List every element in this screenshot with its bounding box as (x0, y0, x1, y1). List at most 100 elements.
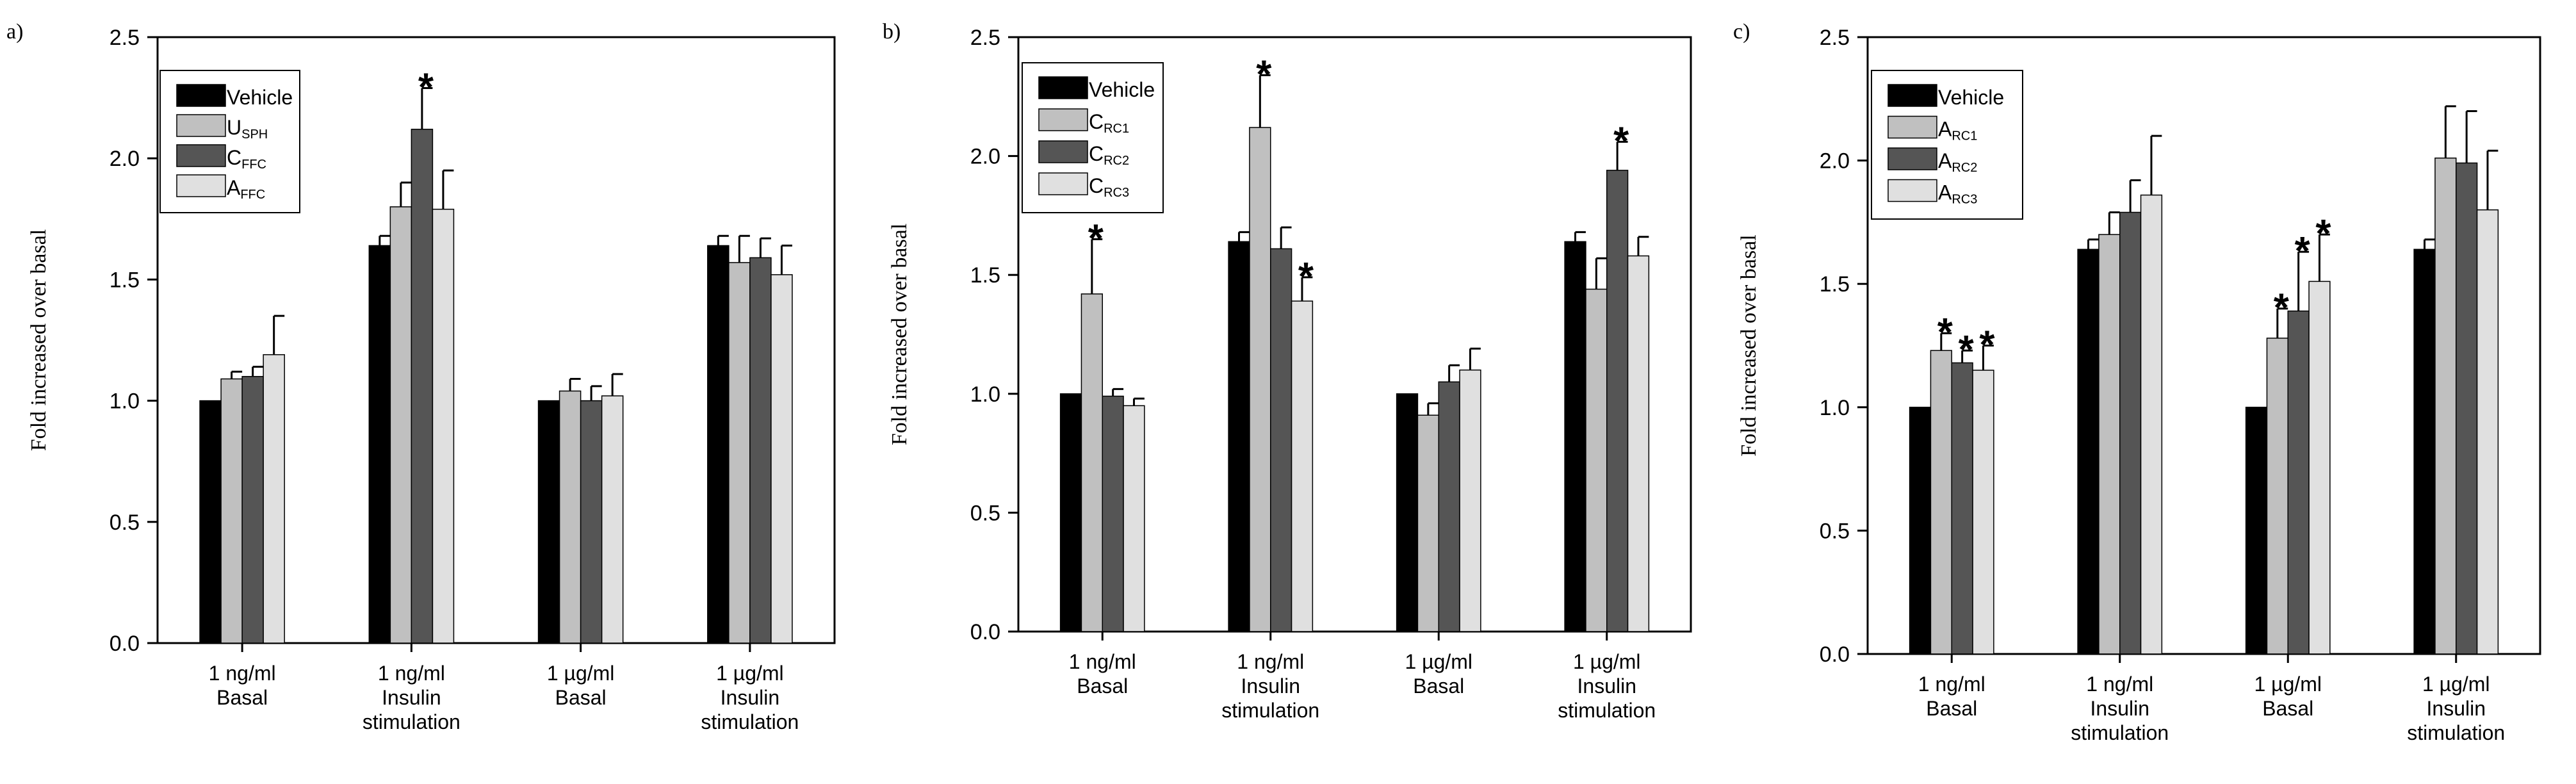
x-tick-label: 1 ng/ml (2086, 673, 2153, 696)
bar-crc1 (1080, 293, 1103, 632)
bar-vehicle (199, 400, 222, 644)
legend-swatch (176, 114, 226, 137)
bar-crc1 (1585, 288, 1608, 632)
bar-arc1 (2266, 338, 2288, 655)
legend-label: CRC1 (1089, 110, 1129, 136)
bar-arc2 (2287, 310, 2310, 655)
x-tick-label: 1 µg/ml (716, 662, 784, 685)
x-tick-label: 1 µg/ml (2422, 673, 2490, 696)
y-tick-label: 2.0 (1820, 149, 1850, 174)
significance-marker: * (1613, 119, 1629, 163)
x-tick-label: Basal (1926, 697, 1977, 720)
y-tick-label: 2.0 (110, 147, 140, 171)
x-tick-label: Insulin (382, 686, 441, 709)
x-tick-label: stimulation (2407, 721, 2505, 744)
legend-label: CRC2 (1089, 142, 1129, 168)
legend-swatch (1038, 76, 1088, 99)
legend-swatch (1887, 115, 1937, 139)
y-tick-label: 1.0 (1820, 396, 1850, 420)
x-tick-label: 1 µg/ml (1405, 650, 1472, 673)
y-axis-label: Fold increased over basal (888, 224, 911, 446)
x-tick-label: Insulin (721, 686, 780, 709)
y-tick-label: 0.0 (1820, 642, 1850, 667)
bar-cffc (749, 257, 772, 644)
bar-affc (770, 274, 793, 644)
significance-marker: * (1256, 53, 1272, 97)
bar-crc1 (1249, 127, 1271, 632)
y-tick-label: 0.5 (110, 510, 140, 535)
bar-arc3 (2308, 281, 2331, 655)
x-tick-label: Basal (216, 686, 268, 709)
y-tick-label: 2.5 (110, 26, 140, 50)
legend-swatch (1038, 108, 1088, 131)
x-tick-label: stimulation (1221, 699, 1319, 722)
significance-marker: * (1979, 323, 1995, 368)
x-tick-label: 1 ng/ml (209, 662, 276, 685)
legend-label: AFFC (227, 176, 265, 202)
y-tick-label: 2.5 (970, 26, 1000, 50)
bar-cffc (241, 376, 264, 644)
y-axis-label: Fold increased over basal (27, 229, 51, 452)
y-tick-label: 1.5 (970, 263, 1000, 288)
legend-label: ARC2 (1938, 149, 1977, 175)
x-tick-label: Insulin (1577, 674, 1637, 698)
legend-swatch (176, 84, 226, 107)
bar-crc3 (1627, 255, 1650, 632)
bar-cffc (580, 400, 603, 644)
plot-frame (1017, 36, 1692, 633)
bar-crc1 (1417, 414, 1439, 632)
legend-swatch (1038, 172, 1088, 195)
x-tick-label: stimulation (1558, 699, 1656, 722)
bar-crc3 (1123, 405, 1145, 632)
legend-label: Vehicle (227, 86, 293, 109)
panel-label: b) (883, 20, 901, 44)
legend-swatch (1038, 140, 1088, 163)
significance-marker: * (2295, 229, 2311, 274)
x-tick-label: Insulin (2091, 697, 2150, 720)
bar-crc2 (1102, 395, 1124, 632)
significance-marker: * (418, 65, 434, 110)
legend-swatch (1887, 84, 1937, 107)
x-tick-label: 1 µg/ml (547, 662, 615, 685)
legend-swatch (176, 144, 226, 167)
bar-vehicle (707, 245, 730, 644)
bar-vehicle (2413, 249, 2436, 655)
bar-usph (728, 262, 751, 644)
y-tick-label: 1.0 (110, 389, 140, 414)
legend-label: ARC1 (1938, 118, 1977, 143)
legend-label: CRC3 (1089, 174, 1129, 200)
bar-vehicle (1059, 393, 1082, 632)
legend-swatch (1887, 147, 1937, 170)
significance-marker: * (2274, 286, 2290, 331)
bar-vehicle (1909, 407, 1932, 655)
legend-label: ARC3 (1938, 181, 1977, 207)
y-tick-label: 1.0 (970, 382, 1000, 407)
bar-crc2 (1438, 381, 1460, 632)
bar-affc (432, 208, 455, 644)
bar-arc1 (2098, 234, 2121, 655)
bar-arc2 (2456, 162, 2478, 655)
bar-usph (220, 378, 243, 644)
x-tick-label: 1 µg/ml (1573, 650, 1641, 673)
bar-vehicle (1396, 393, 1419, 632)
x-tick-label: Insulin (2427, 697, 2486, 720)
x-tick-label: Insulin (1241, 674, 1301, 698)
bar-arc1 (1930, 350, 1952, 655)
panel-label: a) (6, 20, 23, 44)
bar-crc3 (1291, 300, 1314, 632)
bar-arc2 (1951, 362, 1973, 655)
y-tick-label: 2.5 (1820, 26, 1850, 50)
x-tick-label: 1 µg/ml (2254, 673, 2322, 696)
x-tick-label: 1 ng/ml (378, 662, 445, 685)
x-tick-label: stimulation (701, 710, 799, 733)
x-tick-label: 1 ng/ml (1069, 650, 1136, 673)
bar-crc3 (1459, 369, 1481, 632)
bar-arc1 (2434, 157, 2457, 655)
bar-arc3 (2140, 194, 2163, 655)
chart-panel-1: a) 0.0 0.5 1.0 1.5 2.0 2.5 Fold increased over … (6, 20, 836, 733)
y-tick-label: 2.0 (970, 145, 1000, 169)
significance-marker: * (1088, 217, 1104, 261)
legend-swatch (176, 174, 226, 197)
bar-vehicle (2077, 249, 2099, 655)
